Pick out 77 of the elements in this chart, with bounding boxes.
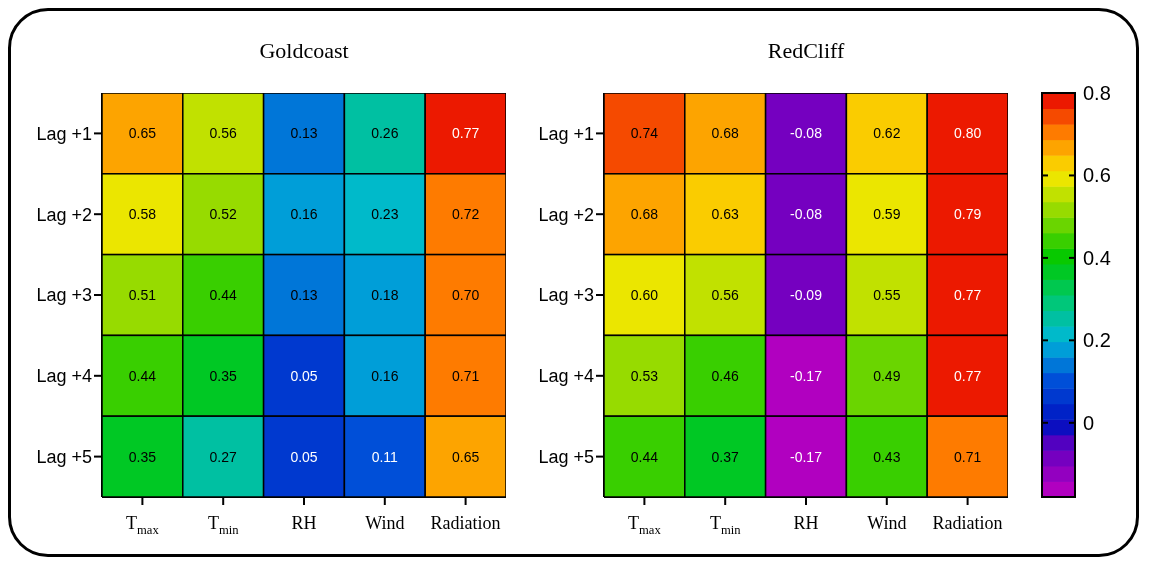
data-label: 0.49 <box>873 367 901 384</box>
x-tick-label: T$_{min}$ <box>207 513 240 537</box>
y-tick-label: Lag +1 <box>36 123 92 144</box>
data-label: 0.35 <box>209 367 238 384</box>
color-bar-label: 0.4 <box>1083 246 1111 269</box>
data-label: 0.05 <box>290 448 318 465</box>
data-label: 0.46 <box>711 367 740 384</box>
data-label: 0.53 <box>630 367 659 384</box>
data-label: 0.56 <box>711 287 740 303</box>
x-tick-label: Radiation <box>430 513 501 533</box>
data-label: 0.58 <box>128 206 157 223</box>
y-tick-label: Lag +5 <box>538 446 594 467</box>
data-label: 0.65 <box>451 448 480 465</box>
data-label: 0.72 <box>451 206 480 223</box>
data-label: 0.11 <box>371 448 399 465</box>
data-label: 0.60 <box>630 287 659 303</box>
data-label: 0.71 <box>451 367 480 384</box>
data-label: 0.68 <box>711 125 740 142</box>
data-label: 0.59 <box>873 206 901 223</box>
data-label: 0.56 <box>209 125 238 142</box>
color-bar-label: 0.6 <box>1083 164 1111 187</box>
data-label: 0.63 <box>711 206 740 223</box>
data-label: 0.77 <box>953 287 982 303</box>
data-label: 0.27 <box>209 448 238 465</box>
data-label: 0.65 <box>128 125 157 142</box>
data-label: 0.35 <box>128 448 157 465</box>
data-label: 0.74 <box>630 125 659 142</box>
data-label: 0.44 <box>630 448 659 465</box>
color-bar-label: 0.2 <box>1083 329 1111 352</box>
data-label: 0.13 <box>290 287 318 303</box>
data-label: 0.51 <box>128 287 157 303</box>
x-tick-label: Wind <box>867 513 907 533</box>
data-label: 0.77 <box>953 367 982 384</box>
data-label: -0.17 <box>790 367 823 384</box>
data-label: 0.43 <box>873 448 901 465</box>
data-label: -0.08 <box>790 206 823 223</box>
x-tick-label: T$_{max}$ <box>628 513 662 537</box>
color-bar-label: 0.8 <box>1083 82 1111 104</box>
data-label: 0.80 <box>953 125 982 142</box>
data-label: 0.77 <box>451 125 480 142</box>
chart-title: Goldcoast <box>258 38 350 64</box>
data-label: 0.44 <box>128 367 157 384</box>
y-tick-label: Lag +1 <box>538 123 594 144</box>
y-tick-label: Lag +3 <box>36 285 92 306</box>
y-tick-label: Lag +2 <box>538 204 594 225</box>
x-tick-label: RH <box>793 513 819 533</box>
data-label: 0.13 <box>290 125 318 142</box>
data-label: 0.16 <box>290 206 318 223</box>
data-label: 0.55 <box>873 287 901 303</box>
data-label: 0.70 <box>451 287 480 303</box>
data-label: 0.26 <box>371 125 399 142</box>
y-tick-label: Lag +4 <box>538 366 594 387</box>
data-label: 0.79 <box>953 206 982 223</box>
data-label: -0.09 <box>790 287 823 303</box>
data-label: -0.08 <box>790 125 823 142</box>
data-label: 0.23 <box>371 206 399 223</box>
x-tick-label: Radiation <box>932 513 1003 533</box>
data-label: 0.52 <box>209 206 238 223</box>
color-bar-label: 0 <box>1083 411 1095 434</box>
data-label: -0.17 <box>790 448 823 465</box>
data-label: 0.05 <box>290 367 318 384</box>
data-label: 0.16 <box>371 367 399 384</box>
x-tick-label: T$_{min}$ <box>709 513 742 537</box>
data-label: 0.18 <box>371 287 399 303</box>
data-label: 0.37 <box>711 448 740 465</box>
x-tick-label: RH <box>291 513 317 533</box>
data-label: 0.71 <box>953 448 982 465</box>
y-tick-label: Lag +5 <box>36 446 92 467</box>
y-tick-label: Lag +4 <box>36 366 92 387</box>
data-label: 0.68 <box>630 206 659 223</box>
y-tick-label: Lag +2 <box>36 204 92 225</box>
data-label: 0.44 <box>209 287 238 303</box>
chart-title: RedCliff <box>766 38 846 64</box>
x-tick-label: Wind <box>365 513 405 533</box>
x-tick-label: T$_{max}$ <box>126 513 160 537</box>
y-tick-label: Lag +3 <box>538 285 594 306</box>
data-label: 0.62 <box>873 125 901 142</box>
